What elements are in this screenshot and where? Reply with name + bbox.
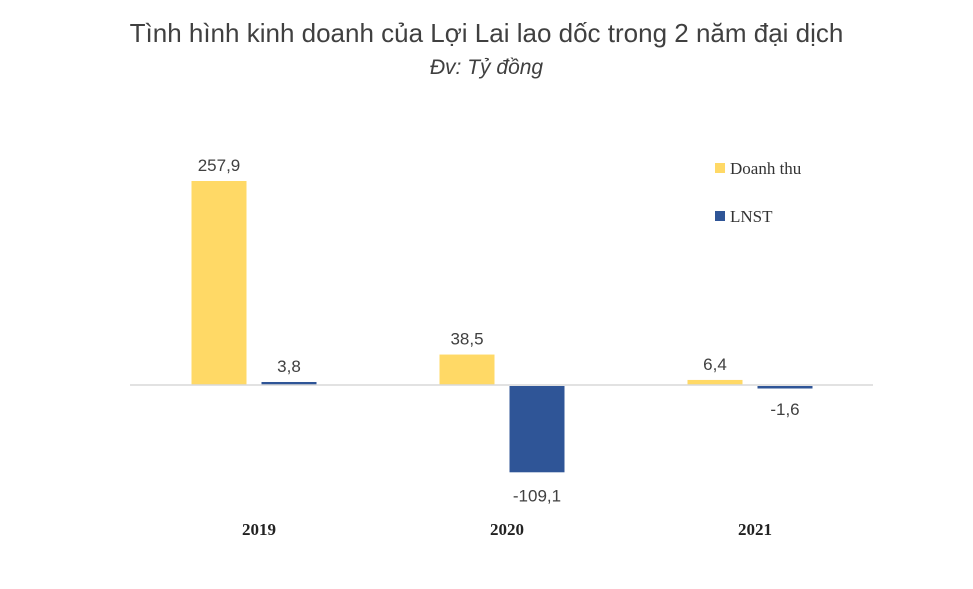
category-label-2020: 2020 [490,520,524,539]
legend: Doanh thu LNST [715,159,802,226]
bar-doanh-thu-2021 [687,379,743,385]
chart-title: Tình hình kinh doanh của Lợi Lai lao dốc… [129,18,844,48]
legend-label-lnst: LNST [730,207,773,226]
legend-label-doanh-thu: Doanh thu [730,159,802,178]
legend-swatch-lnst [715,211,725,221]
chart-subtitle: Đv: Tỷ đồng [429,56,544,79]
bar-lnst-2020 [509,386,565,473]
category-label-2021: 2021 [738,520,772,539]
data-label-doanh-thu-2020: 38,5 [450,330,483,349]
data-label-doanh-thu-2019: 257,9 [198,156,241,175]
labels-layer: 257,9 3,8 2019 38,5 -109,1 2020 6,4 -1,6 2021 [198,156,800,539]
category-label-2019: 2019 [242,520,276,539]
bar-doanh-thu-2019 [191,181,247,385]
bars-layer [191,181,813,473]
bar-lnst-2019 [261,381,317,385]
bar-lnst-2021 [757,386,813,389]
data-label-lnst-2020: -109,1 [513,486,561,505]
data-label-doanh-thu-2021: 6,4 [703,355,727,374]
legend-swatch-doanh-thu [715,163,725,173]
data-label-lnst-2021: -1,6 [770,400,799,419]
data-label-lnst-2019: 3,8 [277,357,301,376]
bar-doanh-thu-2020 [439,354,495,385]
